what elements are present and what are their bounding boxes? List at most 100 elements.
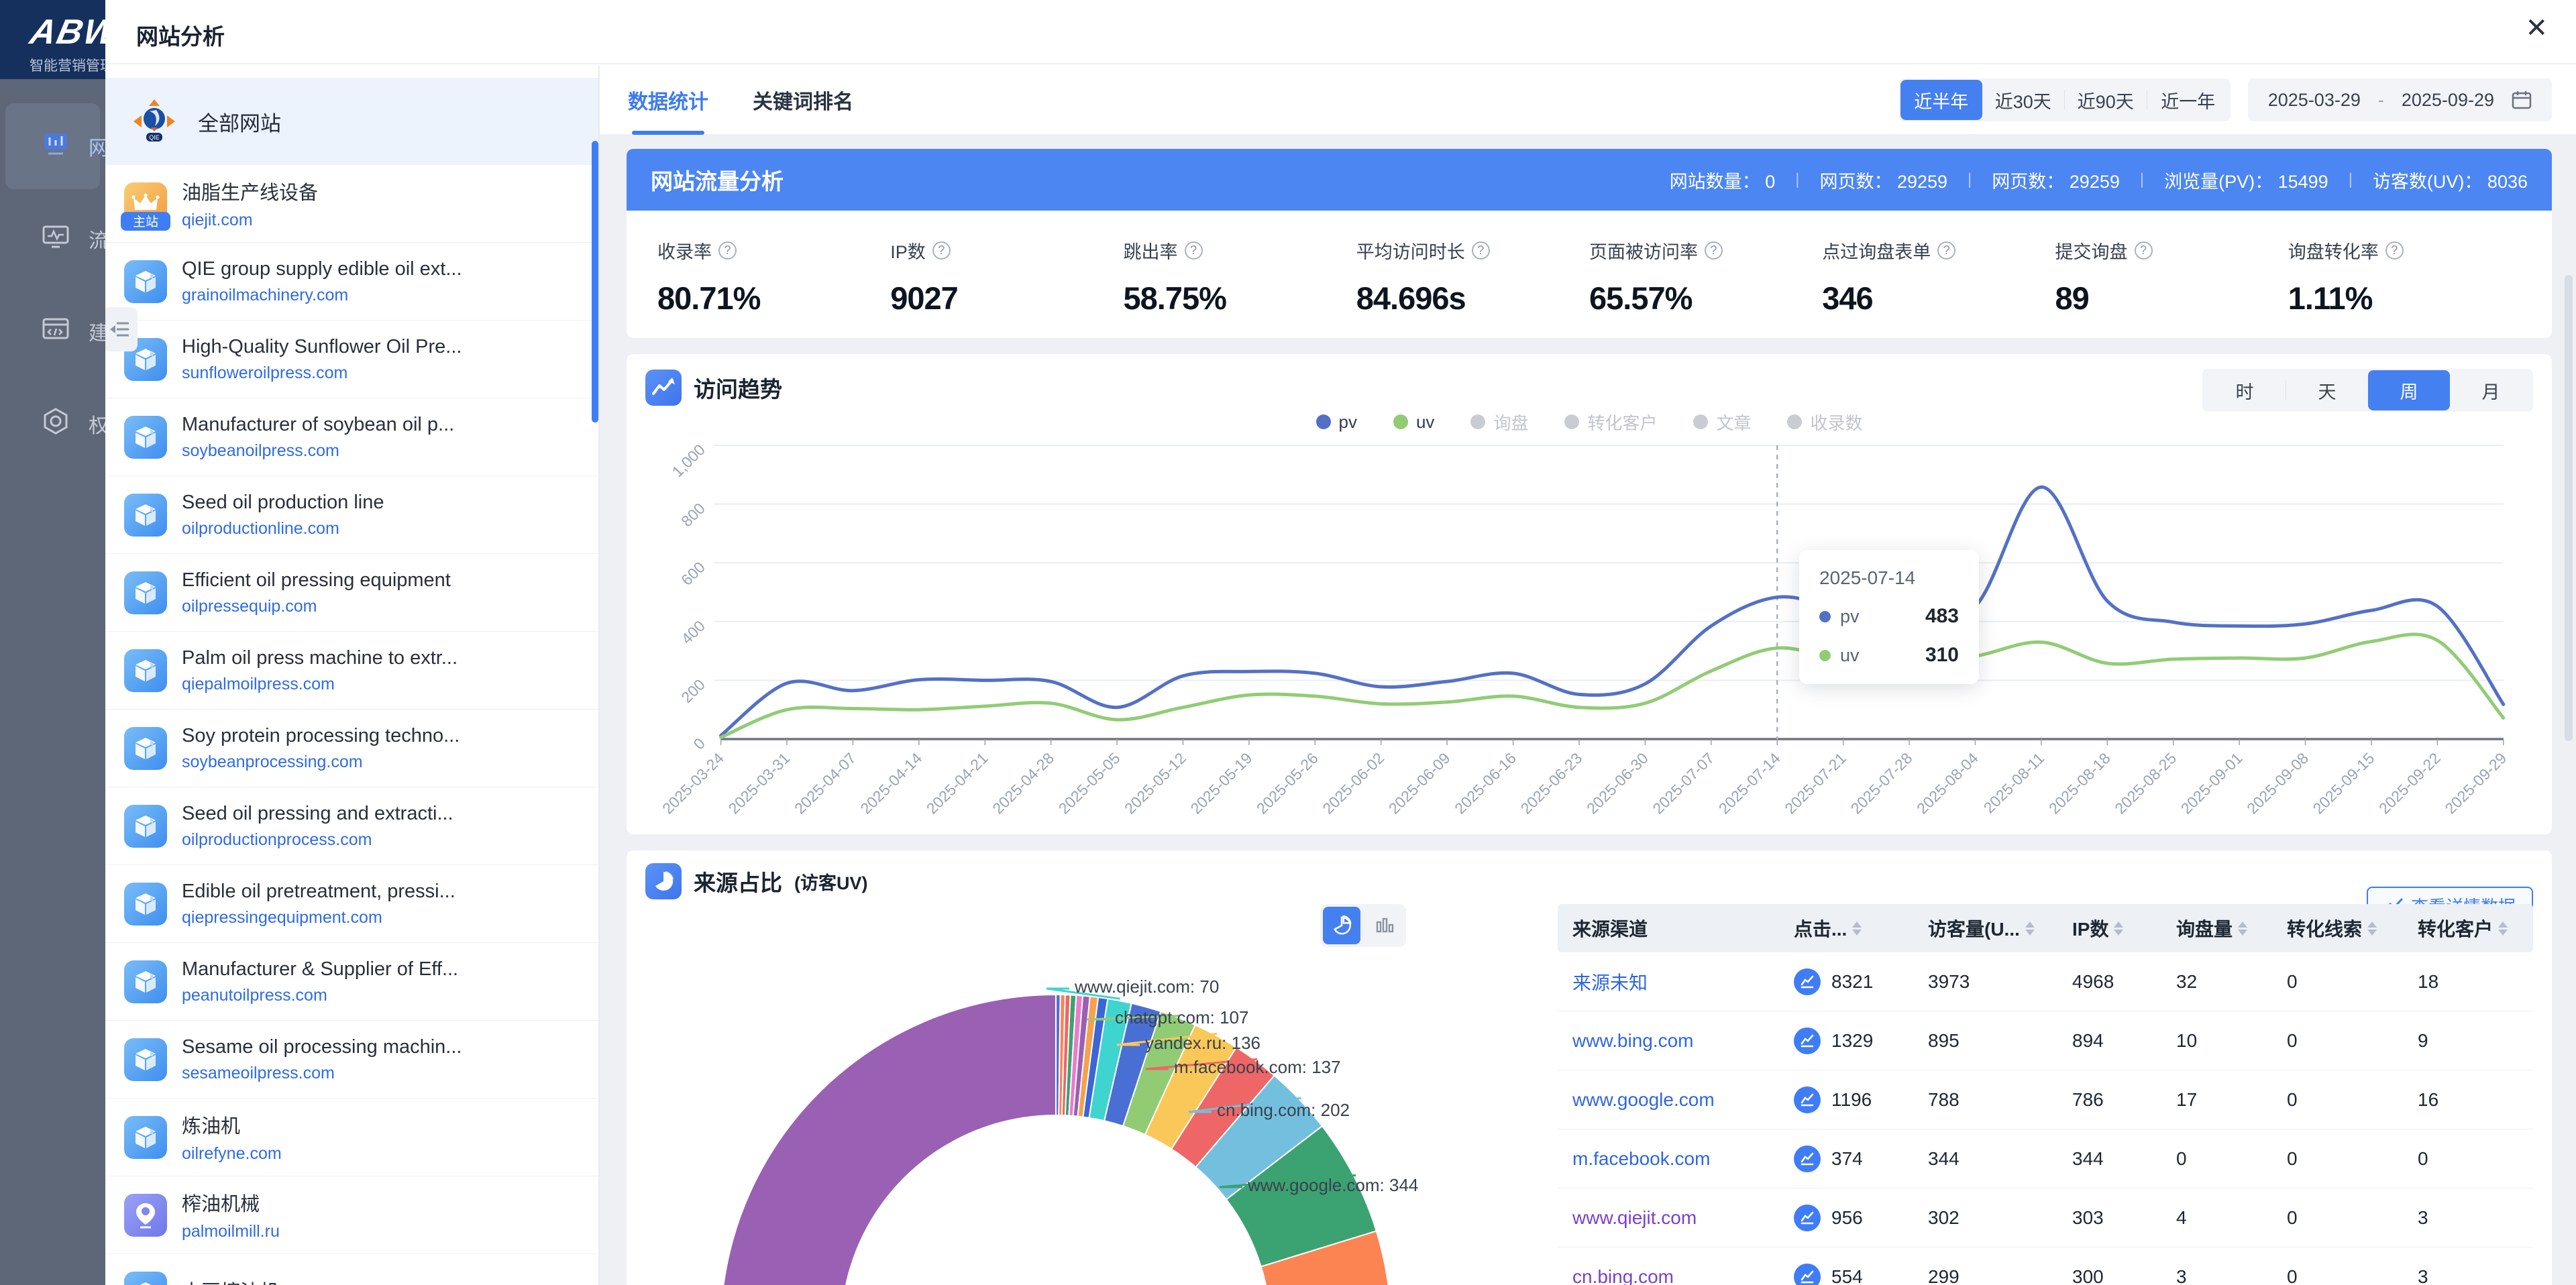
permission-icon — [40, 406, 71, 442]
channel-trend-icon[interactable] — [1794, 1204, 1821, 1231]
x-axis-label: 2025-07-07 — [1649, 749, 1717, 817]
help-icon[interactable]: ? — [1184, 241, 1203, 260]
sidebar-item-site-builder[interactable]: 建站 — [5, 288, 105, 374]
trend-chart[interactable]: 0 200 400 600 800 1,000 2025-03-24 2025-03-31 20… — [645, 437, 2533, 826]
legend-item-disabled[interactable]: 询盘 — [1470, 410, 1528, 435]
channel-trend-icon[interactable] — [1794, 1027, 1821, 1054]
site-list-scrollbar[interactable] — [592, 141, 598, 423]
time-filter-近30天[interactable]: 近30天 — [1994, 91, 2051, 112]
channel-link[interactable]: www.google.com — [1572, 1088, 1715, 1110]
site-domain[interactable]: sunfloweroilpress.com — [182, 363, 348, 382]
sort-icon[interactable] — [2238, 921, 2248, 936]
column-header[interactable]: 转化线索 — [2287, 915, 2418, 942]
channel-trend-icon[interactable] — [1794, 1263, 1821, 1285]
help-icon[interactable]: ? — [1705, 241, 1723, 260]
all-sites-item[interactable]: QIE 全部网站 — [105, 78, 598, 165]
column-header[interactable]: 点击... — [1794, 915, 1928, 942]
channel-link[interactable]: cn.bing.com — [1572, 1266, 1674, 1285]
close-icon[interactable]: ✕ — [2525, 13, 2548, 43]
site-list-item[interactable]: Sesame oil processing machin... sesameoil… — [105, 1021, 598, 1099]
site-domain[interactable]: qiepressingequipment.com — [182, 907, 382, 927]
site-domain[interactable]: oilpressequip.com — [182, 596, 317, 616]
site-list-item[interactable]: 大豆榨油机 — [105, 1254, 598, 1285]
legend-item-uv[interactable]: uv — [1393, 412, 1434, 433]
kpi-item: 询盘转化率? 1.11% — [2288, 211, 2521, 338]
legend-item-disabled[interactable]: 转化客户 — [1564, 410, 1657, 435]
legend-item-disabled[interactable]: 文章 — [1693, 410, 1751, 435]
main-scrollbar[interactable] — [2565, 275, 2573, 741]
column-header[interactable]: 访客量(U... — [1928, 915, 2072, 942]
site-list-item[interactable]: 炼油机 oilrefyne.com — [105, 1099, 598, 1176]
sort-icon[interactable] — [2367, 921, 2377, 936]
sidebar-item-chart-panel[interactable]: 网站 — [5, 103, 105, 189]
tab-data-stats[interactable]: 数据统计 — [628, 66, 708, 135]
time-filter-近一年[interactable]: 近一年 — [2161, 91, 2216, 112]
granularity-周[interactable]: 周 — [2368, 370, 2450, 410]
site-domain[interactable]: palmoilmill.ru — [182, 1222, 280, 1241]
site-list-item[interactable]: High-Quality Sunflower Oil Pre... sunflow… — [105, 321, 598, 398]
site-domain[interactable]: peanutoilpress.com — [182, 985, 327, 1005]
legend-item-pv[interactable]: pv — [1316, 412, 1357, 433]
help-icon[interactable]: ? — [1937, 241, 1956, 260]
site-list-item[interactable]: Manufacturer & Supplier of Eff... peanuto… — [105, 943, 598, 1021]
help-icon[interactable]: ? — [718, 241, 737, 260]
site-list-item[interactable]: Edible oil pretreatment, pressi... qiepre… — [105, 865, 598, 943]
sort-icon[interactable] — [2498, 921, 2508, 936]
tab-keyword-rank[interactable]: 关键词排名 — [753, 91, 853, 113]
column-header[interactable]: 询盘量 — [2176, 915, 2287, 942]
help-icon[interactable]: ? — [2385, 241, 2404, 260]
site-list-item[interactable]: 主站 油脂生产线设备 qiejit.com — [105, 165, 598, 243]
channel-link[interactable]: www.bing.com — [1572, 1029, 1694, 1051]
legend-item-disabled[interactable]: 收录数 — [1787, 410, 1863, 435]
channel-link[interactable]: www.qiejit.com — [1572, 1207, 1697, 1228]
x-axis-label: 2025-04-07 — [791, 749, 859, 817]
site-domain[interactable]: oilproductionline.com — [182, 518, 339, 538]
granularity-天[interactable]: 天 — [2318, 382, 2337, 402]
site-list-item[interactable]: Seed oil pressing and extracti... oilprod… — [105, 787, 598, 865]
site-domain[interactable]: oilrefyne.com — [182, 1144, 282, 1163]
sort-icon[interactable] — [2025, 921, 2035, 936]
channel-link[interactable]: m.facebook.com — [1572, 1148, 1711, 1169]
bar-view-button[interactable] — [1366, 907, 1403, 944]
site-domain[interactable]: sesameoilpress.com — [182, 1063, 335, 1082]
site-list-item[interactable]: Seed oil production line oilproductionlin… — [105, 476, 598, 554]
channel-trend-icon[interactable] — [1794, 968, 1821, 995]
channel-link[interactable]: 来源未知 — [1572, 972, 1648, 993]
sort-icon[interactable] — [2114, 921, 2124, 936]
collapse-panel-button[interactable] — [105, 307, 138, 351]
pie-slice[interactable] — [720, 993, 1328, 1285]
channel-trend-icon[interactable] — [1794, 1086, 1821, 1113]
column-header[interactable]: IP数 — [2072, 915, 2176, 942]
pie-slice[interactable] — [1230, 1230, 1391, 1285]
pie-view-button[interactable] — [1323, 907, 1360, 944]
site-list-item[interactable]: Palm oil press machine to extr... qiepalm… — [105, 632, 598, 710]
site-domain[interactable]: oilproductionprocess.com — [182, 830, 372, 849]
site-domain[interactable]: qiejit.com — [182, 211, 253, 229]
ip-value: 344 — [2072, 1148, 2104, 1169]
site-domain[interactable]: soybeanoilpress.com — [182, 441, 339, 460]
help-icon[interactable]: ? — [932, 241, 951, 260]
help-icon[interactable]: ? — [1471, 241, 1490, 260]
calendar-icon — [2512, 91, 2532, 109]
channel-trend-icon[interactable] — [1794, 1145, 1821, 1172]
time-filter-近90天[interactable]: 近90天 — [2077, 91, 2134, 112]
site-list-item[interactable]: Soy protein processing techno... soybeanp… — [105, 710, 598, 787]
site-list-item[interactable]: Efficient oil pressing equipment oilpress… — [105, 554, 598, 632]
sidebar-item-monitor[interactable]: 流量 — [5, 196, 105, 282]
column-header[interactable]: 转化客户 — [2418, 915, 2518, 942]
site-domain[interactable]: grainoilmachinery.com — [182, 285, 349, 304]
help-icon[interactable]: ? — [2134, 241, 2153, 260]
granularity-月[interactable]: 月 — [2481, 382, 2500, 402]
sort-icon[interactable] — [1852, 921, 1862, 936]
sidebar-item-permission[interactable]: 权限 — [5, 381, 105, 467]
site-list-item[interactable]: Manufacturer of soybean oil p... soybeano… — [105, 398, 598, 476]
x-axis-label: 2025-08-11 — [1980, 749, 2048, 816]
site-list-item[interactable]: QIE group supply edible oil ext... graino… — [105, 243, 598, 321]
date-range-picker[interactable]: 2025-03-29 - 2025-09-29 — [2247, 78, 2552, 121]
time-filter-近半年[interactable]: 近半年 — [1900, 80, 1982, 120]
site-domain[interactable]: qiepalmoilpress.com — [182, 674, 335, 693]
site-list-item[interactable]: 榨油机械 palmoilmill.ru — [105, 1176, 598, 1254]
clicks-value: 956 — [1831, 1207, 1863, 1228]
granularity-时[interactable]: 时 — [2235, 382, 2254, 402]
site-domain[interactable]: soybeanprocessing.com — [182, 752, 363, 771]
